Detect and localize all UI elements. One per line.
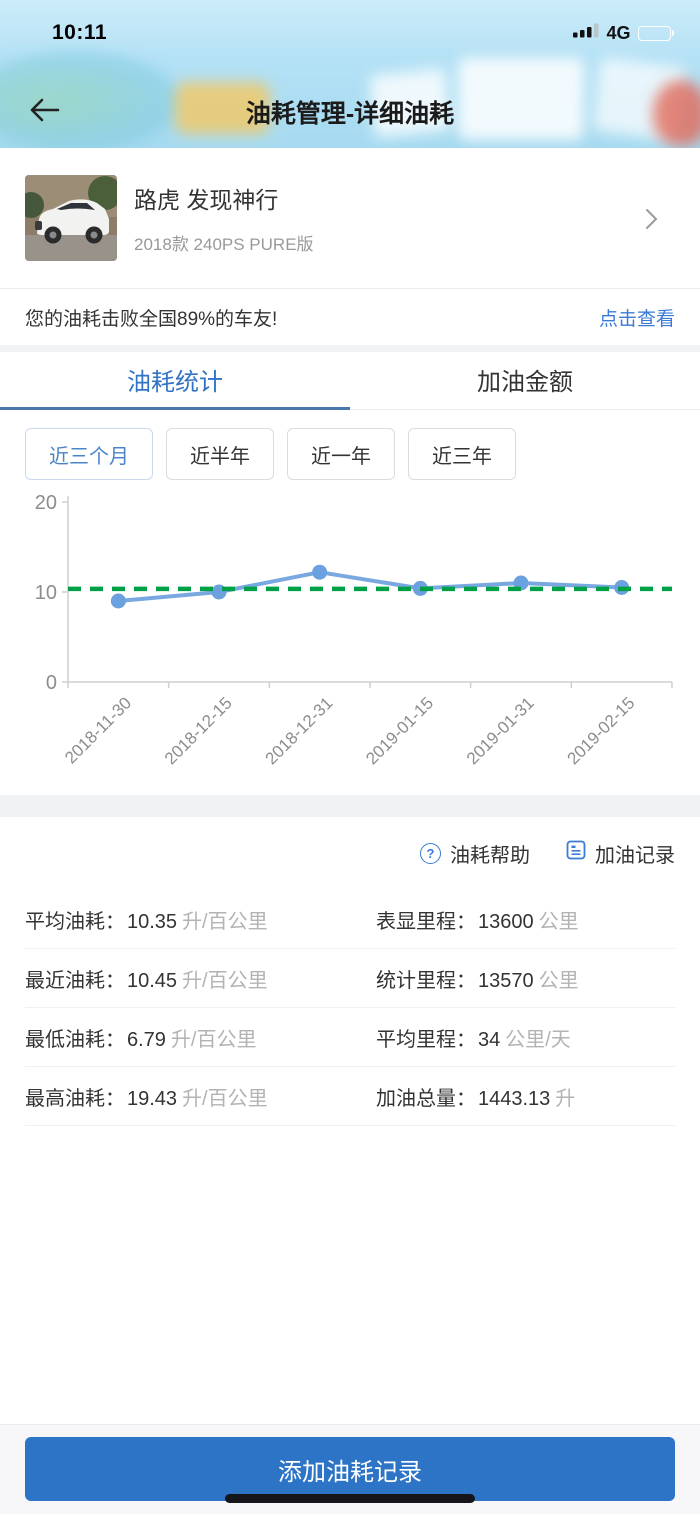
stat-label: 统计里程：	[376, 969, 476, 992]
fuel-help-link[interactable]: ? 油耗帮助	[420, 839, 530, 868]
banner-art-card	[458, 58, 584, 140]
banner-art-car	[175, 82, 270, 134]
tab-refuel-amount[interactable]: 加油金额	[477, 369, 573, 396]
help-links-row: ? 油耗帮助 加油记录	[0, 835, 700, 871]
page-title: 油耗管理-详细油耗	[245, 100, 455, 128]
stat-value: 10.45	[127, 969, 178, 992]
view-details-link[interactable]: 点击查看	[598, 308, 675, 330]
stat-label: 最低油耗：	[25, 1028, 125, 1051]
fuel-line-chart: 0 10 20 2018-11-30 2018-12-15 2018-12-31 2019-…	[35, 492, 673, 768]
stat-row: 平均油耗： 10.35 升/百公里 表显里程： 13600 公里	[25, 890, 675, 949]
records-icon	[566, 840, 586, 866]
fuel-help-label: 油耗帮助	[450, 844, 530, 867]
stat-unit: 公里	[538, 910, 579, 933]
stat-value: 10.35	[127, 910, 178, 933]
tab-fuel-stats[interactable]: 油耗统计	[0, 352, 350, 410]
stat-row: 最低油耗： 6.79 升/百公里 平均里程： 34 公里/天	[25, 1008, 675, 1067]
svg-text:10: 10	[35, 582, 57, 604]
svg-text:2018-12-15: 2018-12-15	[161, 693, 236, 768]
car-trim: 2018款 240PS PURE版	[134, 235, 314, 254]
car-photo	[25, 175, 117, 261]
stat-row: 最近油耗： 10.45 升/百公里 统计里程： 13570 公里	[25, 949, 675, 1008]
stat-unit: 升/百公里	[182, 969, 268, 992]
stat-label: 加油总量：	[376, 1087, 476, 1110]
stat-value: 6.79	[127, 1028, 166, 1051]
back-button[interactable]	[26, 95, 62, 127]
stat-value: 13570	[478, 969, 534, 992]
svg-text:2019-01-31: 2019-01-31	[463, 693, 538, 768]
header-hero: 10:11 4G	[0, 0, 700, 148]
stat-label: 最高油耗：	[25, 1087, 125, 1110]
chevron-right-icon	[645, 208, 658, 235]
footer: 添加油耗记录	[0, 1424, 700, 1514]
stats-list: 平均油耗： 10.35 升/百公里 表显里程： 13600 公里 最近油耗： 1…	[0, 890, 700, 1126]
stat-row: 最高油耗： 19.43 升/百公里 加油总量： 1443.13 升	[25, 1067, 675, 1126]
stat-unit: 升/百公里	[170, 1028, 257, 1051]
records-label: 加油记录	[595, 844, 675, 867]
status-bar: 10:11 4G	[0, 0, 700, 48]
svg-text:2019-01-15: 2019-01-15	[362, 693, 437, 768]
clock: 10:11	[52, 21, 108, 44]
stat-unit: 公里	[538, 969, 579, 992]
nav-bar: 油耗管理-详细油耗	[0, 48, 700, 148]
beat-banner: 您的油耗击败全国89%的车友! 点击查看	[0, 288, 700, 345]
add-fuel-record-button[interactable]: 添加油耗记录	[25, 1437, 675, 1501]
tab-bar: 油耗统计 加油金额	[0, 352, 700, 410]
stats-section: ? 油耗帮助 加油记录 平均油耗： 10.35	[0, 817, 700, 1126]
stat-unit: 升	[555, 1087, 576, 1110]
svg-text:2018-12-31: 2018-12-31	[262, 693, 337, 768]
home-indicator[interactable]	[225, 1494, 475, 1503]
beat-text: 您的油耗击败全国89%的车友!	[25, 308, 278, 330]
filter-3-years[interactable]: 近三年	[408, 428, 516, 480]
svg-text:0: 0	[46, 672, 57, 694]
battery-icon	[637, 25, 674, 41]
stat-value: 13600	[478, 910, 534, 933]
stat-value: 1443.13	[478, 1087, 551, 1110]
car-card[interactable]: 路虎 发现神行 2018款 240PS PURE版	[0, 148, 700, 288]
car-info: 路虎 发现神行 2018款 240PS PURE版	[134, 181, 314, 255]
stat-label: 平均油耗：	[25, 910, 125, 933]
fuel-chart: 0 10 20 2018-11-30 2018-12-15 2018-12-31 2019-…	[0, 488, 700, 795]
car-name: 路虎 发现神行	[134, 187, 279, 213]
banner-art-balloon	[653, 80, 700, 146]
refuel-records-link[interactable]: 加油记录	[566, 839, 675, 868]
filter-half-year[interactable]: 近半年	[166, 428, 274, 480]
stat-value: 34	[478, 1028, 501, 1051]
svg-text:2019-02-15: 2019-02-15	[564, 693, 639, 768]
stat-label: 平均里程：	[376, 1028, 476, 1051]
filter-1-year[interactable]: 近一年	[287, 428, 395, 480]
period-filters: 近三个月 近半年 近一年 近三年	[0, 410, 700, 488]
banner-art-map	[0, 52, 180, 148]
back-arrow-icon	[30, 98, 60, 121]
stat-label: 表显里程：	[376, 910, 476, 933]
stat-label: 最近油耗：	[25, 969, 125, 992]
stat-value: 19.43	[127, 1087, 178, 1110]
stat-unit: 升/百公里	[182, 1087, 268, 1110]
empty-space	[0, 1126, 700, 1424]
status-icons: 4G	[573, 23, 674, 44]
svg-text:20: 20	[35, 492, 57, 514]
signal-strength-icon	[573, 23, 599, 43]
section-divider	[0, 795, 700, 817]
filter-3-months[interactable]: 近三个月	[25, 428, 153, 480]
question-icon: ?	[420, 842, 441, 864]
network-type-label: 4G	[606, 22, 631, 43]
section-divider	[0, 345, 700, 352]
stat-unit: 公里/天	[505, 1028, 571, 1051]
svg-text:2018-11-30: 2018-11-30	[61, 693, 135, 767]
stat-unit: 升/百公里	[182, 910, 268, 933]
